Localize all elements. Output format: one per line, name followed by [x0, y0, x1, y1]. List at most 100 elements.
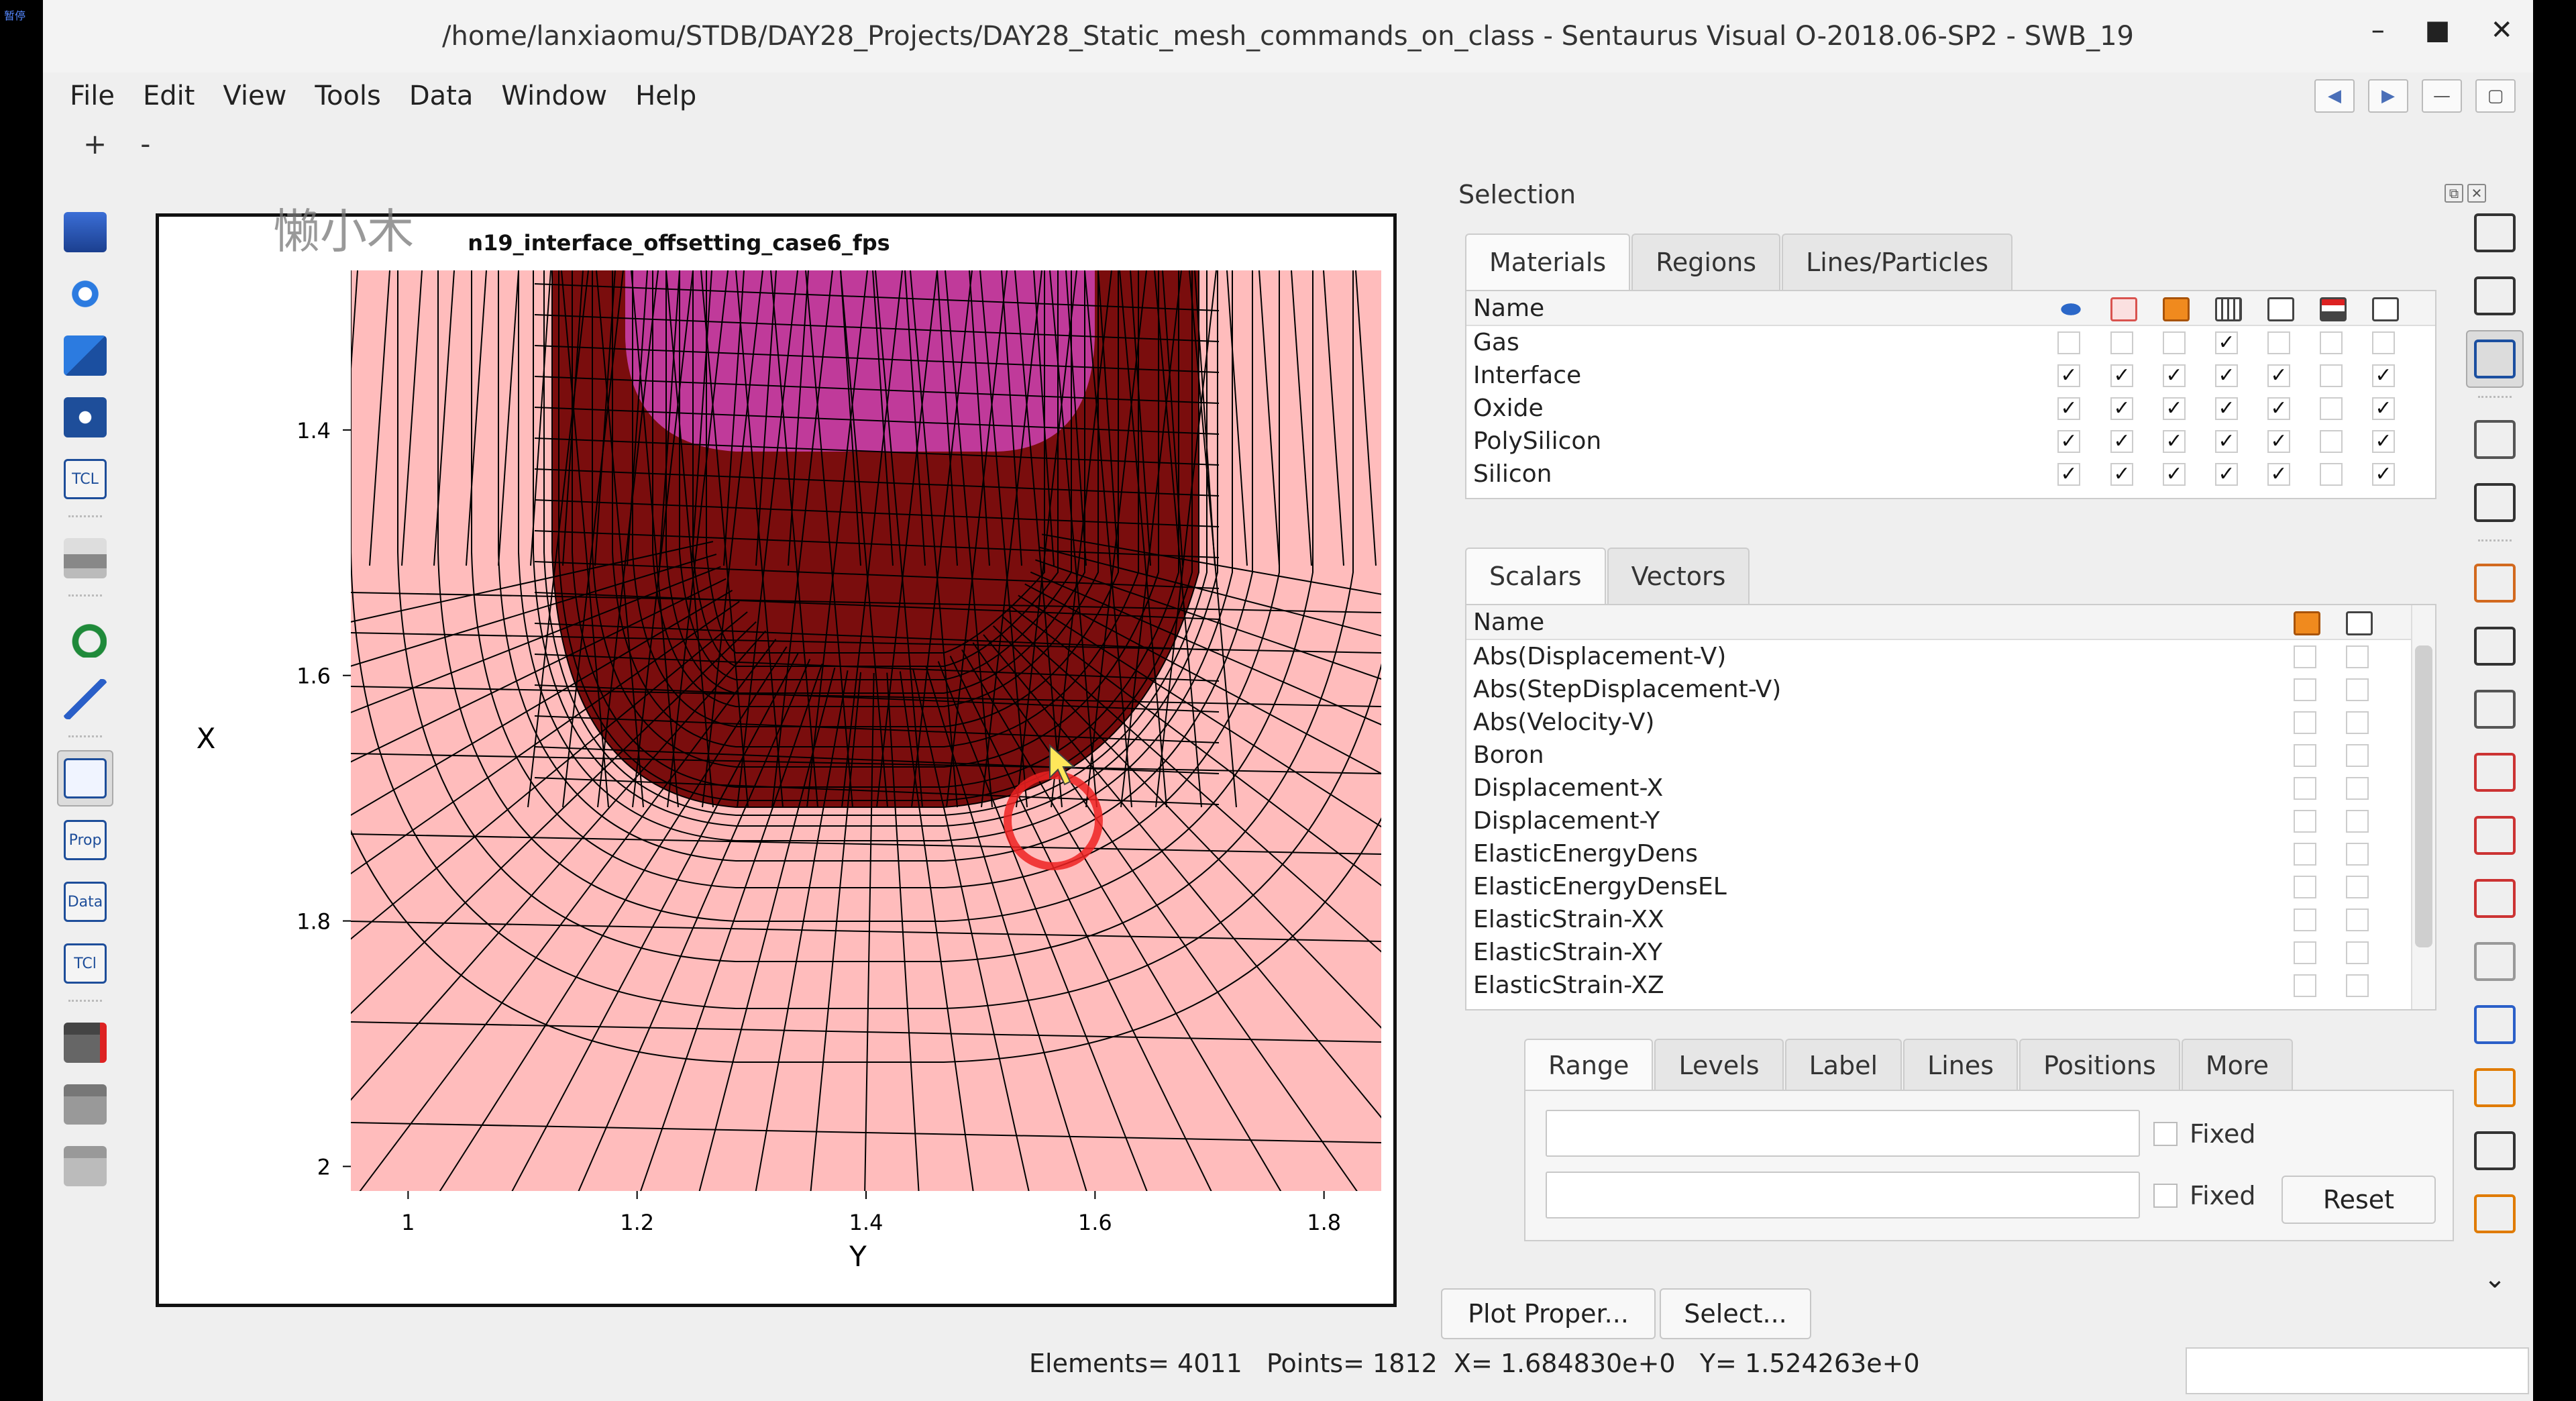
material-checkbox[interactable]	[2057, 331, 2080, 354]
plot-view-icon[interactable]	[57, 750, 113, 807]
more-chevron-icon[interactable]: ⌄	[2466, 1248, 2524, 1306]
material-checkbox[interactable]: ✓	[2215, 397, 2238, 420]
scalar-checkbox[interactable]	[2294, 843, 2316, 866]
cutplane-icon[interactable]	[2466, 743, 2524, 801]
reset-button[interactable]: Reset	[2282, 1176, 2436, 1224]
mesh-plot[interactable]: 1 1.2 1.4 1.6 1.8 1.4 1.6 1.8 2 Y X	[159, 217, 1393, 1304]
link-icon[interactable]	[2466, 411, 2524, 468]
material-checkbox[interactable]	[2320, 364, 2343, 387]
tab-scalars[interactable]: Scalars	[1465, 548, 1606, 604]
material-checkbox[interactable]	[2320, 430, 2343, 453]
scalar-row[interactable]: ElasticStrain-XY	[1466, 936, 2435, 969]
scalars-scrollbar[interactable]	[2411, 605, 2435, 1009]
menu-help[interactable]: Help	[635, 81, 697, 111]
tab-lines[interactable]: Lines	[1903, 1039, 2019, 1091]
menu-tools[interactable]: Tools	[315, 81, 381, 111]
scalar-checkbox[interactable]	[2294, 777, 2316, 800]
material-row[interactable]: Interface ✓ ✓ ✓ ✓ ✓ ✓	[1466, 359, 2435, 392]
scalar-row[interactable]: Abs(Velocity-V)	[1466, 706, 2435, 739]
scalar-checkbox[interactable]	[2294, 810, 2316, 833]
scalar-checkbox[interactable]	[2294, 744, 2316, 767]
material-checkbox[interactable]: ✓	[2163, 430, 2186, 453]
close-button[interactable]: ✕	[2490, 15, 2513, 46]
region-icon[interactable]	[2215, 297, 2242, 321]
scalar-checkbox[interactable]	[2294, 711, 2316, 734]
draw-icon[interactable]	[57, 671, 113, 727]
material-checkbox[interactable]: ✓	[2267, 430, 2290, 453]
data-icon[interactable]: Data	[57, 874, 113, 930]
menu-window[interactable]: Window	[501, 81, 608, 111]
tab-label[interactable]: Label	[1784, 1039, 1902, 1091]
scalar-checkbox[interactable]	[2346, 843, 2369, 866]
print-icon[interactable]	[57, 530, 113, 586]
menu-edit[interactable]: Edit	[142, 81, 195, 111]
material-checkbox[interactable]: ✓	[2215, 430, 2238, 453]
maximize-button[interactable]: ■	[2424, 15, 2451, 46]
axes-icon[interactable]	[2466, 996, 2524, 1053]
scalar-checkbox[interactable]	[2346, 810, 2369, 833]
tab-materials[interactable]: Materials	[1465, 234, 1631, 290]
tcl-console-icon[interactable]: TCl	[57, 935, 113, 992]
checkbox-box[interactable]	[2153, 1122, 2178, 1146]
material-checkbox[interactable]: ✓	[2267, 463, 2290, 486]
cut-icon[interactable]	[2466, 680, 2524, 738]
fit-icon[interactable]	[2466, 267, 2524, 325]
material-checkbox[interactable]: ✓	[2057, 430, 2080, 453]
scalar-checkbox[interactable]	[2346, 876, 2369, 898]
material-checkbox[interactable]: ✓	[2110, 430, 2133, 453]
restore-icon[interactable]: —	[2422, 79, 2462, 113]
scalar-row[interactable]: Abs(Displacement-V)	[1466, 640, 2435, 673]
prop-icon[interactable]: Prop	[57, 812, 113, 868]
material-row[interactable]: PolySilicon ✓ ✓ ✓ ✓ ✓ ✓	[1466, 425, 2435, 458]
range-max-input[interactable]	[1546, 1172, 2140, 1218]
material-checkbox[interactable]: ✓	[2110, 364, 2133, 387]
material-row[interactable]: Silicon ✓ ✓ ✓ ✓ ✓ ✓	[1466, 458, 2435, 490]
material-checkbox[interactable]: ✓	[2372, 397, 2395, 420]
scalar-checkbox[interactable]	[2346, 678, 2369, 701]
scalar-row[interactable]: Displacement-Y	[1466, 805, 2435, 837]
plot-properties-button[interactable]: Plot Proper...	[1441, 1288, 1656, 1339]
minimize-button[interactable]: –	[2371, 15, 2385, 46]
cut-z-icon[interactable]	[2466, 933, 2524, 990]
scalar-checkbox[interactable]	[2346, 711, 2369, 734]
material-checkbox[interactable]	[2320, 397, 2343, 420]
cut-y-icon[interactable]	[2466, 870, 2524, 927]
plot-area[interactable]: 懒小木 n19_interface_offsetting_case6_fps 1…	[156, 204, 1397, 1307]
tab-vectors[interactable]: Vectors	[1607, 548, 1750, 604]
contour-icon[interactable]	[2320, 297, 2347, 321]
movie-icon[interactable]	[57, 1076, 113, 1133]
scalar-checkbox[interactable]	[2346, 909, 2369, 931]
scalar-checkbox[interactable]	[2294, 941, 2316, 964]
panel-close-icon[interactable]: ✕	[2467, 184, 2486, 203]
material-checkbox[interactable]: ✓	[2163, 463, 2186, 486]
scalar-checkbox[interactable]	[2346, 645, 2369, 668]
command-input[interactable]	[2186, 1347, 2529, 1394]
material-checkbox[interactable]	[2320, 463, 2343, 486]
movie-stop-icon[interactable]	[57, 1138, 113, 1194]
scalar-checkbox[interactable]	[2294, 678, 2316, 701]
scalar-checkbox[interactable]	[2294, 876, 2316, 898]
mesh-icon[interactable]	[2110, 297, 2137, 321]
material-checkbox[interactable]: ✓	[2215, 463, 2238, 486]
range-min-input[interactable]	[1546, 1110, 2140, 1157]
material-checkbox[interactable]	[2320, 331, 2343, 354]
outline-icon[interactable]	[2267, 297, 2294, 321]
move-icon[interactable]	[2466, 1122, 2524, 1180]
faces-icon[interactable]	[2163, 297, 2190, 321]
tab-range[interactable]: Range	[1524, 1039, 1654, 1091]
scalar-row[interactable]: Boron	[1466, 739, 2435, 772]
material-checkbox[interactable]	[2372, 331, 2395, 354]
visible-eye-icon[interactable]	[2057, 297, 2084, 321]
zoom-icon[interactable]	[2466, 330, 2524, 388]
scalar-row[interactable]: ElasticEnergyDensEL	[1466, 870, 2435, 903]
material-checkbox[interactable]: ✓	[2215, 364, 2238, 387]
material-checkbox[interactable]	[2163, 331, 2186, 354]
prev-arrow-icon[interactable]: ◀	[2314, 79, 2355, 113]
material-checkbox[interactable]: ✓	[2267, 397, 2290, 420]
material-row[interactable]: Gas ✓	[1466, 326, 2435, 359]
menu-file[interactable]: File	[70, 81, 115, 111]
region-icon[interactable]	[2346, 611, 2373, 635]
link-s-icon[interactable]	[2466, 474, 2524, 531]
checkbox-box[interactable]	[2153, 1184, 2178, 1208]
tab-positions[interactable]: Positions	[2019, 1039, 2180, 1091]
